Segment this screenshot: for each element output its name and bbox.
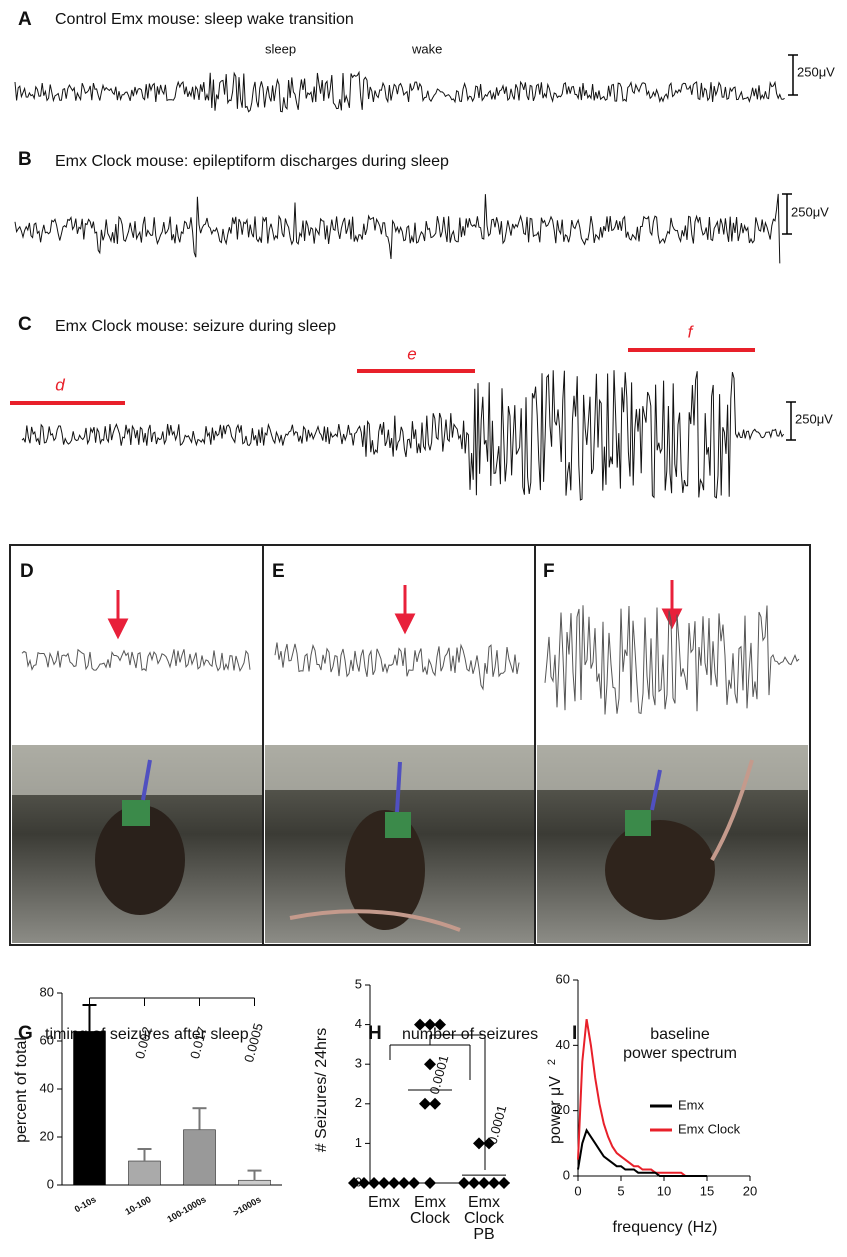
chart-title: power spectrum — [623, 1045, 737, 1062]
segment-label: d — [55, 375, 65, 394]
x-tick-label: Clock — [410, 1210, 451, 1227]
y-tick-label: 1 — [355, 1135, 362, 1150]
data-point — [483, 1137, 495, 1150]
y-tick-label: 80 — [40, 984, 54, 999]
eeg-trace — [21, 648, 251, 673]
bar — [238, 1179, 271, 1186]
panel-letter: D — [20, 561, 34, 582]
panel-letter: A — [18, 9, 32, 30]
panel-title: Emx Clock mouse: seizure during sleep — [55, 318, 336, 335]
panel-letter: F — [543, 561, 555, 582]
y-tick-label: 20 — [556, 1102, 570, 1117]
segment-labels: d e f — [55, 322, 694, 394]
eeg-trace — [21, 370, 785, 501]
x-tick-label: >1000s — [231, 1194, 262, 1218]
series-line — [577, 1128, 707, 1177]
eeg-trace — [544, 605, 800, 715]
x-tick-label: 5 — [617, 1183, 624, 1198]
segment-label: f — [688, 322, 695, 341]
x-tick-label: 100-1000s — [165, 1194, 207, 1224]
data-point — [414, 1018, 426, 1031]
chart-title: baseline — [650, 1026, 710, 1043]
y-axis-label-sup: 2 — [546, 1059, 558, 1065]
panel-letter: G — [18, 1023, 33, 1044]
scale-label: 250μV — [797, 64, 835, 79]
segment-bars — [10, 348, 755, 405]
x-tick-label: 20 — [743, 1183, 757, 1198]
y-axis-label: # Seizures/ 24hrs — [313, 1028, 330, 1153]
x-axis-label: frequency (Hz) — [613, 1219, 718, 1236]
panel-letter: E — [272, 561, 285, 582]
p-value: 0.0001 — [485, 1104, 510, 1146]
x-tick-label: Emx — [414, 1194, 446, 1211]
data-point — [434, 1018, 446, 1031]
y-tick-label: 0 — [47, 1176, 54, 1191]
state-label: sleep — [265, 41, 296, 56]
legend-label: Emx — [678, 1097, 705, 1112]
eeg-trace — [14, 70, 785, 113]
x-tick-label: PB — [473, 1226, 494, 1243]
y-tick-label: 40 — [556, 1037, 570, 1052]
data-point — [458, 1177, 470, 1189]
data-point — [424, 1058, 436, 1071]
eeg-trace — [274, 642, 520, 691]
x-tick-label: Clock — [464, 1210, 505, 1227]
x-tick-label: 15 — [700, 1183, 714, 1198]
y-tick-label: 20 — [40, 1128, 54, 1143]
data-point — [424, 1177, 436, 1189]
data-point — [468, 1177, 480, 1189]
state-label: wake — [411, 41, 442, 56]
y-tick-label: 0 — [563, 1167, 570, 1182]
scale-bars — [782, 54, 798, 441]
data-point — [408, 1177, 420, 1189]
video-panels — [9, 544, 811, 946]
data-point — [419, 1097, 431, 1110]
panel-letter: C — [18, 314, 32, 335]
eeg-trace — [14, 193, 781, 264]
y-tick-label: 5 — [355, 976, 362, 991]
y-tick-label: 4 — [355, 1016, 362, 1031]
scale-label: 250μV — [791, 204, 829, 219]
x-tick-label: 10-100 — [123, 1194, 152, 1217]
legend-label: Emx Clock — [678, 1121, 741, 1136]
y-tick-label: 60 — [40, 1032, 54, 1047]
data-point — [429, 1097, 441, 1110]
x-tick-label: Emx — [368, 1194, 400, 1211]
segment-label: e — [407, 344, 416, 363]
data-point — [473, 1137, 485, 1150]
bar — [128, 1160, 161, 1186]
x-tick-label: 0 — [574, 1183, 581, 1198]
y-tick-label: 3 — [355, 1056, 362, 1071]
panel-letter: B — [18, 149, 32, 170]
data-point — [498, 1177, 510, 1189]
data-point — [424, 1018, 436, 1031]
y-tick-label: 60 — [556, 971, 570, 986]
bar — [183, 1129, 216, 1186]
x-tick-label: Emx — [468, 1194, 500, 1211]
y-axis-label: power μV — [547, 1076, 564, 1144]
scale-label: 250μV — [795, 411, 833, 426]
data-point — [348, 1177, 360, 1189]
x-tick-label: 10 — [657, 1183, 671, 1198]
panel-letter: H — [368, 1023, 382, 1044]
panel-title: Control Emx mouse: sleep wake transition — [55, 11, 354, 28]
y-axis-label: percent of total — [13, 1037, 30, 1143]
panel-letter: I — [572, 1023, 577, 1044]
x-tick-label: 0-10s — [73, 1194, 98, 1214]
y-tick-label: 40 — [40, 1080, 54, 1095]
bar — [73, 1031, 106, 1186]
y-tick-label: 2 — [355, 1095, 362, 1110]
panel-title: Emx Clock mouse: epileptiform discharges… — [55, 153, 449, 170]
data-point — [488, 1177, 500, 1189]
data-point — [478, 1177, 490, 1189]
